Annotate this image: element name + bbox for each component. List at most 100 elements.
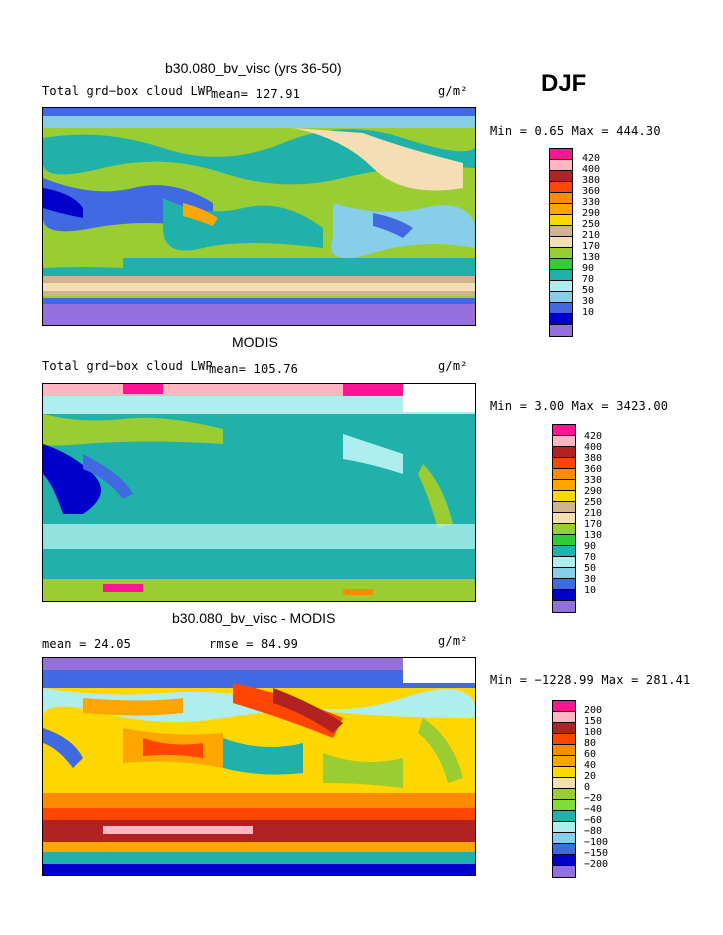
panel2-colorbar-tick: 420 (584, 431, 603, 442)
panel1-colorbar-tick: 130 (582, 252, 601, 263)
panel2-colorbar-swatch (553, 590, 575, 601)
panel1-colorbar-tick: 420 (582, 153, 601, 164)
panel2-colorbar-tick: 250 (584, 497, 603, 508)
panel1-colorbar-swatch (550, 248, 572, 259)
panel3-colorbar-swatch (553, 844, 575, 855)
panel2-colorbar-tick: 170 (584, 519, 603, 530)
panel2-colorbar-swatch (553, 579, 575, 590)
panel1-colorbar-swatch (550, 171, 572, 182)
panel1-colorbar-swatch (550, 193, 572, 204)
panel1-colorbar-tick: 400 (582, 164, 601, 175)
panel1-colorbar-swatch (550, 303, 572, 314)
panel1-colorbar-swatch (550, 325, 572, 336)
panel3-map (42, 657, 476, 876)
panel2-colorbar-swatch (553, 524, 575, 535)
panel1-colorbar-tick: 360 (582, 186, 601, 197)
panel2-colorbar-tick: 30 (584, 574, 597, 585)
panel2-colorbar-tick: 210 (584, 508, 603, 519)
panel1-colorbar-tick: 290 (582, 208, 601, 219)
panel3-colorbar-swatch (553, 855, 575, 866)
panel2-unit: g/m² (438, 359, 468, 373)
panel1-colorbar-swatch (550, 226, 572, 237)
panel2-colorbar-swatch (553, 601, 575, 612)
panel3-colorbar-tick: 40 (584, 760, 597, 771)
panel1-colorbar-swatch (550, 182, 572, 193)
panel3-colorbar-swatch (553, 800, 575, 811)
panel3-colorbar-swatch (553, 778, 575, 789)
panel2-colorbar-swatch (553, 458, 575, 469)
panel2-title: MODIS (232, 334, 278, 350)
panel1-colorbar-swatch (550, 160, 572, 171)
panel1-title: b30.080_bv_visc (yrs 36-50) (165, 60, 342, 76)
panel1-colorbar-tick: 170 (582, 241, 601, 252)
panel1-map (42, 107, 476, 326)
panel3-colorbar-tick: 0 (584, 782, 591, 793)
panel3-mean: mean = 24.05 (42, 637, 132, 651)
panel3-colorbar (552, 700, 576, 878)
panel2-colorbar-swatch (553, 535, 575, 546)
panel2-minmax: Min = 3.00 Max = 3423.00 (490, 399, 669, 413)
panel2-mean: mean= 105.76 (209, 362, 299, 376)
panel2-variable-label: Total grd−box cloud LWP (42, 359, 213, 373)
panel2-colorbar-swatch (553, 469, 575, 480)
panel3-colorbar-swatch (553, 811, 575, 822)
panel2-colorbar-swatch (553, 568, 575, 579)
panel3-colorbar-tick: −200 (584, 859, 609, 870)
panel2-colorbar-tick: 290 (584, 486, 603, 497)
panel2-colorbar-tick: 50 (584, 563, 597, 574)
panel1-variable-label: Total grd−box cloud LWP (42, 84, 213, 98)
panel1-minmax: Min = 0.65 Max = 444.30 (490, 124, 661, 138)
panel2-colorbar (552, 424, 576, 613)
panel2-colorbar-swatch (553, 513, 575, 524)
panel1-colorbar (549, 148, 573, 337)
panel2-colorbar-swatch (553, 480, 575, 491)
panel1-colorbar-swatch (550, 292, 572, 303)
panel3-colorbar-tick: −40 (584, 804, 603, 815)
panel1-colorbar-tick: 10 (582, 307, 595, 318)
panel2-map (42, 383, 476, 602)
panel2-colorbar-swatch (553, 436, 575, 447)
panel3-minmax: Min = −1228.99 Max = 281.41 (490, 673, 691, 687)
panel1-colorbar-swatch (550, 314, 572, 325)
panel2-colorbar-swatch (553, 447, 575, 458)
panel1-colorbar-swatch (550, 281, 572, 292)
panel1-unit: g/m² (438, 84, 468, 98)
panel3-rmse: rmse = 84.99 (209, 637, 299, 651)
panel3-title: b30.080_bv_visc - MODIS (172, 610, 336, 626)
panel3-colorbar-swatch (553, 833, 575, 844)
panel1-colorbar-tick: 90 (582, 263, 595, 274)
panel3-colorbar-swatch (553, 822, 575, 833)
panel3-colorbar-swatch (553, 789, 575, 800)
panel3-colorbar-swatch (553, 767, 575, 778)
panel3-colorbar-tick: −100 (584, 837, 609, 848)
panel2-colorbar-swatch (553, 557, 575, 568)
panel2-colorbar-swatch (553, 546, 575, 557)
panel3-colorbar-swatch (553, 723, 575, 734)
panel2-colorbar-tick: 360 (584, 464, 603, 475)
panel2-colorbar-tick: 10 (584, 585, 597, 596)
panel3-colorbar-tick: −20 (584, 793, 603, 804)
panel1-colorbar-swatch (550, 204, 572, 215)
panel1-colorbar-swatch (550, 259, 572, 270)
panel2-colorbar-swatch (553, 502, 575, 513)
panel2-colorbar-tick: 90 (584, 541, 597, 552)
panel3-colorbar-tick: 200 (584, 705, 603, 716)
panel1-colorbar-swatch (550, 215, 572, 226)
panel3-colorbar-swatch (553, 745, 575, 756)
panel3-colorbar-tick: 60 (584, 749, 597, 760)
panel2-colorbar-tick: 330 (584, 475, 603, 486)
panel3-colorbar-tick: 80 (584, 738, 597, 749)
panel1-colorbar-tick: 70 (582, 274, 595, 285)
panel3-colorbar-tick: 20 (584, 771, 597, 782)
panel1-colorbar-tick: 250 (582, 219, 601, 230)
panel3-colorbar-swatch (553, 756, 575, 767)
panel3-colorbar-tick: −80 (584, 826, 603, 837)
panel3-colorbar-tick: 100 (584, 727, 603, 738)
panel2-colorbar-swatch (553, 425, 575, 436)
panel3-colorbar-swatch (553, 866, 575, 877)
panel3-colorbar-tick: 150 (584, 716, 603, 727)
panel3-unit: g/m² (438, 634, 468, 648)
panel1-colorbar-tick: 30 (582, 296, 595, 307)
panel1-colorbar-tick: 380 (582, 175, 601, 186)
panel1-colorbar-tick: 330 (582, 197, 601, 208)
